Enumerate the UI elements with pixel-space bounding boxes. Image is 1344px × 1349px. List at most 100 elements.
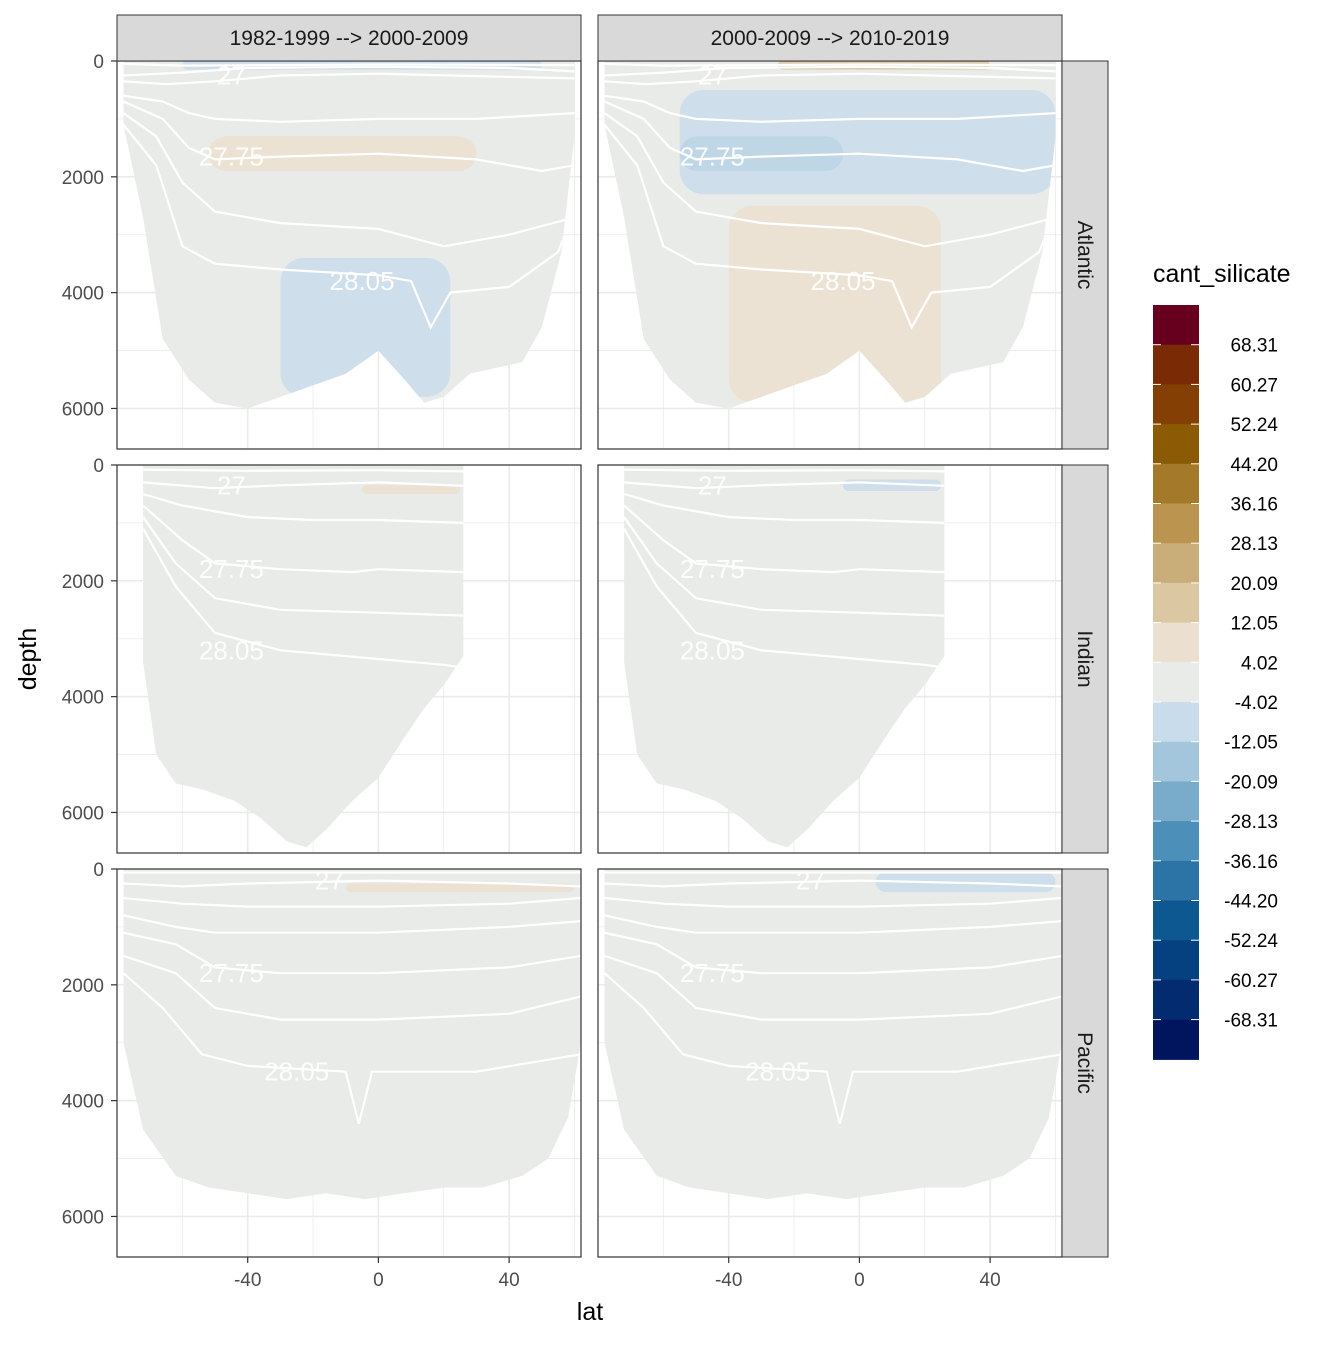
ocean-section [624, 465, 945, 848]
panel-border [116, 868, 582, 1258]
legend-break-label: 4.02 [1241, 653, 1278, 674]
panel-grid: 2727.7528.052727.7528.052727.7528.052727… [116, 60, 1063, 1258]
panel-pacific-2: 27 27.75 28.05 [597, 866, 1063, 1258]
column-strip-2 [597, 14, 1063, 62]
legend-swatch [1153, 503, 1199, 544]
legend-swatch [1153, 384, 1199, 425]
x-tick-label: 0 [373, 1270, 384, 1291]
isopycnal-line [624, 492, 945, 524]
isopycnal-label: 28.05 [264, 1057, 329, 1087]
isopycnal-label: 27.75 [199, 958, 264, 988]
legend-break-label: 52.24 [1230, 415, 1278, 436]
isopycnal-line [123, 931, 581, 975]
legend-swatch [1153, 305, 1199, 346]
isopycnal-label: 28.05 [680, 635, 745, 665]
isopycnal-label: 27 [217, 60, 246, 90]
panel-indian-2: 27 27.75 28.05 [597, 464, 1063, 854]
legend-break-label: 28.13 [1230, 534, 1278, 555]
isopycnal-line [604, 879, 1062, 888]
y-tick-label: 2000 [62, 976, 104, 997]
isopycnal-line [604, 972, 1062, 1125]
isopycnal-line [123, 65, 575, 77]
y-tick-label: 0 [93, 456, 104, 477]
color-legend: cant_silicate 68.31 60.27 52.24 44.20 36.16 2… [1153, 260, 1291, 1060]
isopycnal-label: 27.75 [680, 958, 745, 988]
isopycnal-layer [123, 871, 581, 1125]
isopycnal-line [604, 931, 1062, 975]
isopycnal-line [604, 62, 1056, 67]
isopycnal-line [143, 504, 464, 574]
legend-swatch [1153, 543, 1199, 584]
panel-pacific-1: 27 27.75 28.05 [116, 866, 582, 1258]
isopycnal-layer [143, 468, 464, 669]
legend-swatch [1153, 979, 1199, 1021]
x-tick-label: -40 [715, 1270, 742, 1291]
y-tick-label: 4000 [62, 284, 104, 305]
x-tick-label: -40 [234, 1270, 261, 1291]
isopycnal-layer [123, 62, 575, 330]
anomaly-layer [679, 61, 1056, 403]
row-strip-atlantic [1061, 60, 1109, 450]
isopycnal-line [604, 914, 1062, 934]
legend-title: cant_silicate [1153, 260, 1291, 288]
isopycnal-line [624, 481, 945, 490]
isopycnal-line [123, 914, 581, 934]
panel-border [116, 464, 582, 854]
positive-anomaly [728, 205, 942, 403]
legend-break-label: -20.09 [1224, 772, 1278, 793]
negative-anomaly [280, 257, 451, 397]
y-tick-label: 2000 [62, 572, 104, 593]
legend-break-label: -28.13 [1224, 812, 1278, 833]
row-strip-pacific [1061, 868, 1109, 1258]
isopycnal-line [624, 528, 945, 669]
anomaly-layer [345, 883, 575, 893]
legend-swatch [1153, 821, 1199, 862]
isopycnal-line [143, 528, 464, 669]
isopycnal-label: 27.75 [199, 554, 264, 584]
y-axes: 0 2000 4000 6000 0 2000 4000 6000 0 2000 4000 6000 [62, 52, 117, 1228]
panel-indian-1: 27 27.75 28.05 [116, 464, 582, 854]
anomaly-layer [362, 485, 461, 494]
legend-swatch [1153, 622, 1199, 663]
legend-swatch [1153, 344, 1199, 385]
isopycnal-line [604, 112, 1056, 248]
y-tick-label: 6000 [62, 1207, 104, 1228]
isopycnal-line [123, 72, 575, 86]
legend-break-label: 60.27 [1230, 375, 1278, 396]
isopycnal-label: 28.05 [330, 266, 395, 296]
row-strip-indian [1061, 464, 1109, 854]
isopycnal-line [604, 72, 1056, 86]
x-tick-label: 40 [499, 1270, 520, 1291]
row-strip-pacific-label: Pacific [1073, 1032, 1096, 1094]
isopycnal-line [123, 972, 581, 1125]
column-strips: 1982-1999 --> 2000-2009 2000-2009 --> 20… [116, 14, 1063, 62]
isopycnal-line [143, 481, 464, 490]
y-tick-label: 4000 [62, 688, 104, 709]
isopycnal-label: 28.05 [745, 1057, 810, 1087]
isopycnal-label: 27 [698, 470, 727, 500]
legend-swatch [1153, 940, 1199, 981]
isopycnal-line [123, 112, 575, 248]
isopycnal-layer [624, 468, 945, 669]
isopycnal-line [604, 65, 1056, 77]
legend-swatch [1153, 741, 1199, 782]
legend-swatch [1153, 900, 1199, 941]
positive-anomaly [208, 136, 477, 172]
positive-anomaly [345, 883, 575, 893]
isopycnal-line [143, 468, 464, 473]
column-strip-1-label: 1982-1999 --> 2000-2009 [230, 27, 469, 50]
y-tick-label: 2000 [62, 168, 104, 189]
legend-swatch [1153, 424, 1199, 465]
y-tick-label: 6000 [62, 803, 104, 824]
legend-break-label: 12.05 [1230, 614, 1278, 635]
row-strips: Atlantic Indian Pacific [1061, 60, 1109, 1258]
legend-break-label: -44.20 [1224, 892, 1278, 913]
isopycnal-line [123, 896, 581, 908]
row-strip-atlantic-label: Atlantic [1073, 221, 1096, 290]
column-strip-2-label: 2000-2009 --> 2010-2019 [711, 27, 950, 50]
legend-swatch [1153, 582, 1199, 624]
isopycnal-line [123, 954, 581, 1021]
isopycnal-line [604, 100, 1056, 173]
